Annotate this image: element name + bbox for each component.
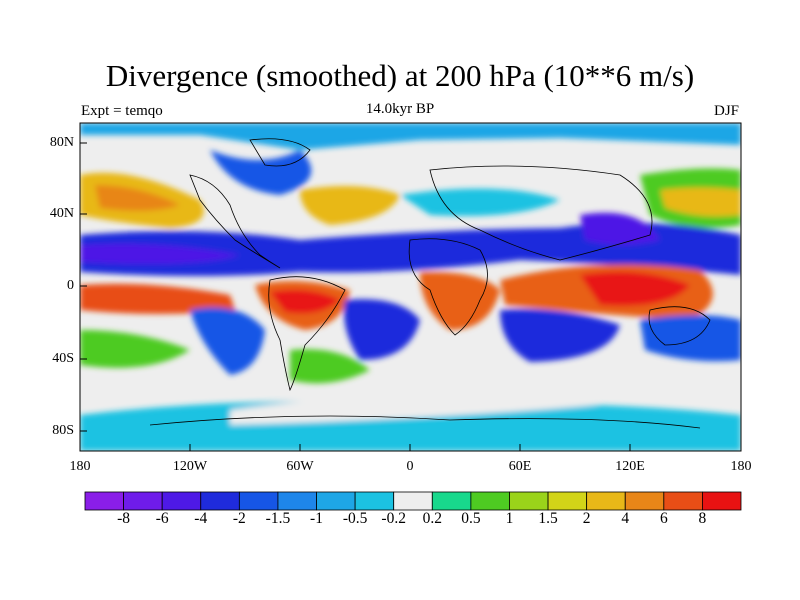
central-pacific-divergence xyxy=(80,283,235,314)
colorbar-label: 1.5 xyxy=(538,510,558,527)
colorbar-swatch-6 xyxy=(316,491,356,511)
northwest-pacific-divergence-core xyxy=(660,187,741,217)
lon-tick-120w: 120W xyxy=(172,459,208,474)
colorbar-swatch-4 xyxy=(238,491,279,511)
antarctic-near-zero xyxy=(230,396,600,425)
lat-tick-40s: 40S xyxy=(52,351,74,366)
colorbar-swatch-7 xyxy=(354,491,395,511)
lon-tick-120e: 120E xyxy=(615,459,645,474)
africa-divergence xyxy=(420,271,500,330)
axis-ticks xyxy=(79,142,742,451)
south-pacific-weak-divergence xyxy=(80,330,190,368)
colorbar-label: 0.2 xyxy=(422,510,442,527)
colorbar-swatch-2 xyxy=(161,491,202,511)
colorbar-swatch-9 xyxy=(431,491,472,511)
antarctica-coast xyxy=(149,415,701,429)
colorbar-label: -6 xyxy=(155,510,169,527)
colorbar xyxy=(84,491,742,511)
eurasia-weak-convergence xyxy=(400,188,560,216)
experiment-label: Expt = temqo xyxy=(81,103,163,119)
southwest-pacific-convergence xyxy=(640,315,741,362)
lat-tick-80s: 80S xyxy=(52,423,74,438)
lat-tick-40n: 40N xyxy=(49,206,74,221)
colorbar-label: -8 xyxy=(117,510,131,527)
lon-tick-180e: 180 xyxy=(730,459,752,474)
colorbar-label: 4 xyxy=(621,510,630,527)
colorbar-swatch-10 xyxy=(470,491,510,511)
north-atlantic-divergence xyxy=(300,186,400,225)
south-indian-convergence xyxy=(500,309,620,362)
colorbar-swatch-13 xyxy=(586,491,626,511)
colorbar-label: -0.5 xyxy=(342,510,368,527)
coastlines xyxy=(149,138,711,429)
south-atlantic-weak-divergence xyxy=(290,349,370,384)
colorbar-label: 1 xyxy=(505,510,514,527)
divergence-field xyxy=(80,123,741,451)
east-asia-strong-convergence xyxy=(580,212,660,245)
lon-tick-180w: 180 xyxy=(69,459,91,474)
australia-coast xyxy=(648,306,711,346)
south-atlantic-convergence xyxy=(344,299,420,360)
colorbar-swatch-0 xyxy=(84,491,124,511)
arctic-negative-region xyxy=(80,123,741,150)
lon-tick-0: 0 xyxy=(406,459,414,474)
south-america-coast xyxy=(268,276,346,392)
lat-tick-0: 0 xyxy=(67,278,74,293)
maritime-continent-divergence-core xyxy=(580,271,690,306)
lat-tick-80n: 80N xyxy=(49,135,74,150)
colorbar-swatch-1 xyxy=(123,491,163,511)
period-label: 14.0kyr BP xyxy=(365,101,435,117)
colorbar-label: -0.2 xyxy=(381,510,406,527)
colorbar-label: -4 xyxy=(194,510,208,527)
colorbar-swatch-15 xyxy=(663,491,703,511)
chart-title: Divergence (smoothed) at 200 hPa (10**6 … xyxy=(105,58,695,93)
colorbar-swatch-16 xyxy=(702,491,742,511)
southeast-pacific-convergence xyxy=(190,307,265,375)
north-pacific-divergence-core xyxy=(95,185,180,211)
greenland-coast xyxy=(249,138,311,167)
colorbar-label: 6 xyxy=(659,510,668,527)
colorbar-label: 8 xyxy=(698,510,707,527)
lon-tick-60e: 60E xyxy=(508,459,532,474)
lon-tick-60w: 60W xyxy=(286,459,314,474)
amazon-divergence-core xyxy=(270,289,340,314)
colorbar-swatch-14 xyxy=(624,491,665,511)
greenland-convergence xyxy=(210,150,312,195)
season-label: DJF xyxy=(713,103,739,119)
north-america-coast xyxy=(189,174,281,269)
colorbar-label: -2 xyxy=(232,510,246,527)
colorbar-label: -1.5 xyxy=(265,510,291,527)
colorbar-label: -1 xyxy=(310,510,323,527)
colorbar-swatch-12 xyxy=(547,491,588,511)
east-pacific-strong-convergence xyxy=(80,243,240,264)
colorbar-label: 2 xyxy=(582,510,591,527)
eurasia-coast xyxy=(429,165,653,261)
colorbar-label: 0.5 xyxy=(461,510,481,527)
colorbar-swatch-5 xyxy=(277,491,317,511)
africa-coast xyxy=(408,238,488,336)
colorbar-swatch-11 xyxy=(509,491,549,511)
colorbar-swatch-3 xyxy=(200,491,240,511)
colorbar-swatch-8 xyxy=(393,491,433,511)
